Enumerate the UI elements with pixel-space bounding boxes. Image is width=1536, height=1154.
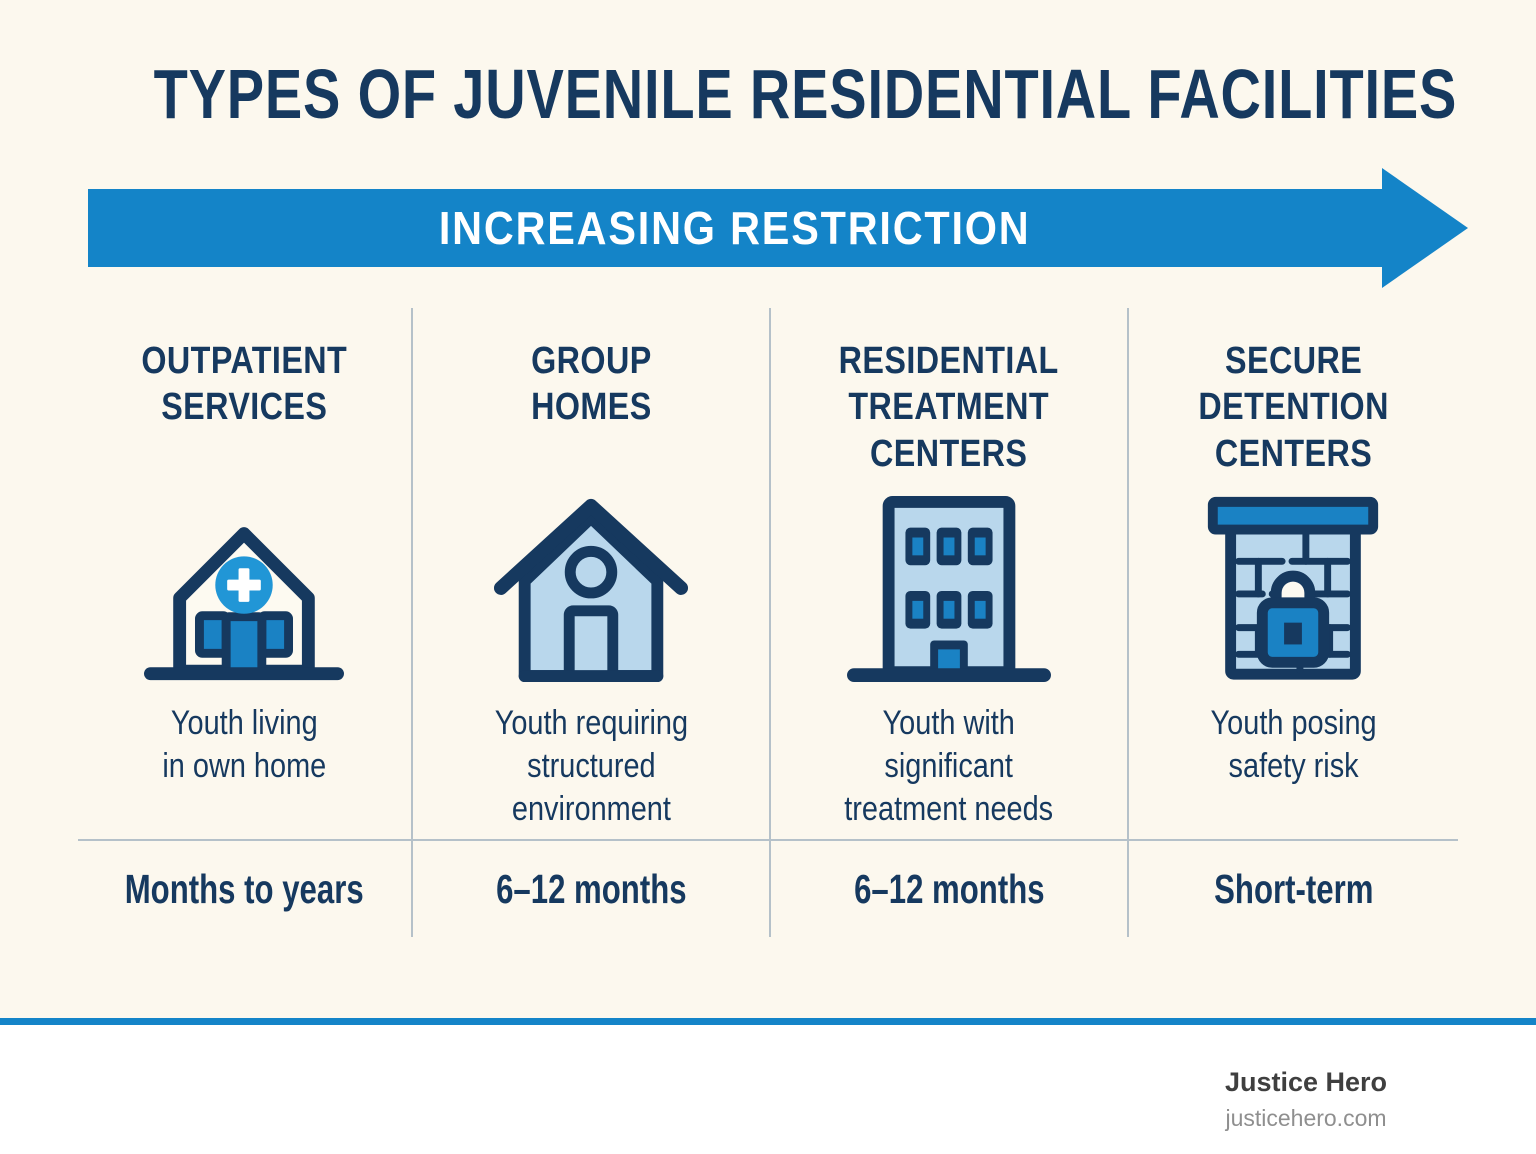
duration-cell-treatment-centers: 6–12 months	[769, 839, 1127, 937]
arrow-banner: INCREASING RESTRICTION	[88, 189, 1382, 267]
page-title: TYPES OF JUVENILE RESIDENTIAL FACILITIES	[153, 55, 1458, 133]
facility-description: Youth with significant treatment needs	[844, 704, 1054, 829]
group-home-icon	[413, 490, 770, 688]
facility-column-secure-detention: SECURE DETENTION CENTERS	[1126, 308, 1458, 839]
increasing-restriction-arrow: INCREASING RESTRICTION	[0, 168, 1536, 288]
treatment-center-building-icon	[771, 490, 1126, 688]
duration-label: Short-term	[1213, 865, 1374, 912]
facility-column-treatment-centers: RESIDENTIAL TREATMENT CENTERS	[769, 308, 1126, 839]
website-url: justicehero.com	[1225, 1105, 1387, 1131]
column-title: OUTPATIENT SERVICES	[141, 340, 348, 429]
duration-cell-secure-detention: Short-term	[1126, 839, 1458, 937]
footer: Justice Hero justicehero.com	[0, 1018, 1536, 1154]
facility-column-outpatient: OUTPATIENT SERVICES Youth living in own …	[78, 308, 411, 839]
footer-branding: Justice Hero justicehero.com	[1146, 1065, 1466, 1133]
duration-label: 6–12 months	[495, 865, 687, 912]
column-title: GROUP HOMES	[530, 340, 652, 429]
column-title: SECURE DETENTION CENTERS	[1198, 340, 1389, 475]
facility-column-group-homes: GROUP HOMES Youth requiring structured e…	[410, 308, 770, 839]
secure-detention-lock-icon	[1129, 490, 1458, 688]
duration-label: Months to years	[124, 865, 364, 912]
brand-name: Justice Hero	[1224, 1067, 1388, 1097]
facility-description: Youth posing safety risk	[1210, 704, 1377, 786]
outpatient-house-icon	[78, 490, 411, 688]
duration-cell-outpatient: Months to years	[78, 839, 411, 937]
arrow-label: INCREASING RESTRICTION	[439, 202, 1031, 254]
group-home-svg	[493, 498, 688, 683]
outpatient-house-svg	[144, 527, 345, 681]
duration-cell-group-homes: 6–12 months	[410, 839, 770, 937]
facility-description: Youth living in own home	[162, 704, 327, 786]
arrow-head-icon	[1382, 168, 1468, 288]
column-title: RESIDENTIAL TREATMENT CENTERS	[839, 340, 1060, 475]
treatment-center-svg	[847, 495, 1052, 683]
duration-label: 6–12 months	[853, 865, 1045, 912]
facility-description: Youth requiring structured environment	[494, 704, 688, 829]
facility-grid: OUTPATIENT SERVICES Youth living in own …	[78, 308, 1458, 937]
secure-detention-svg	[1208, 496, 1379, 680]
